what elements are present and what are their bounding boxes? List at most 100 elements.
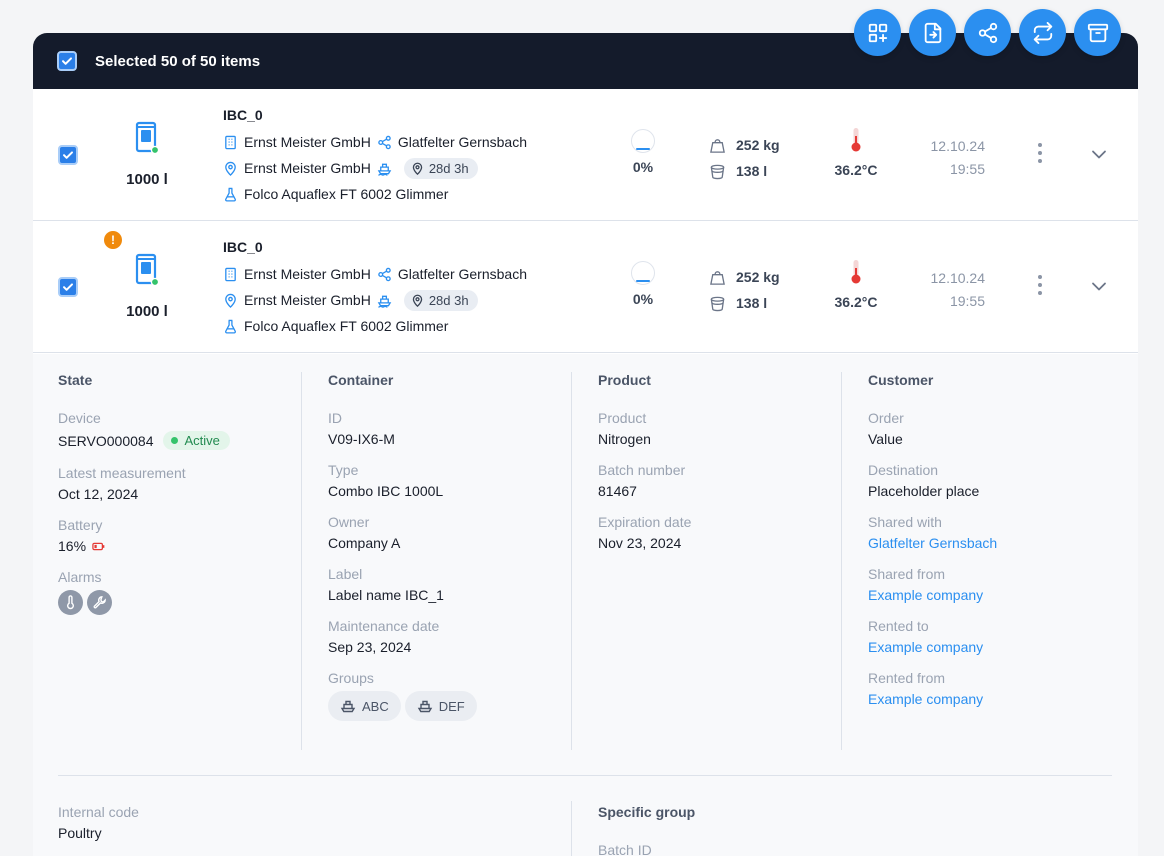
transfer-button[interactable] [1019,9,1066,56]
weight-volume: 252 kg 138 l [709,132,780,184]
container-list-panel: Selected 50 of 50 items 1000 l IBC_0 Ern… [33,33,1138,856]
weight-volume: 252 kg 138 l [709,264,780,316]
field-label: ID [328,410,342,426]
timestamp-date: 12.10.24 [930,138,986,154]
archive-icon [1087,23,1108,42]
weight-icon [710,138,725,153]
order-value: Value [868,431,903,447]
field-label: Rented from [868,670,946,686]
section-divider [58,775,1112,776]
field-label: Batch number [598,462,686,478]
section-heading: State [58,372,93,388]
building-icon [225,135,236,149]
share-button[interactable] [964,9,1011,56]
location-pin-icon [412,294,423,307]
section-heading: Customer [868,372,934,388]
fill-percentage: 0% [632,291,654,307]
section-heading: Container [328,372,394,388]
temperature-value: 36.2°C [834,162,878,178]
shared-with-link[interactable]: Glatfelter Gernsbach [868,535,998,551]
shared-with-name: Glatfelter Gernsbach [397,134,527,150]
more-options-icon[interactable] [1033,273,1047,297]
add-to-group-button[interactable] [854,9,901,56]
liquid-value: 138 l [736,295,768,311]
field-label: Groups [328,670,374,686]
state-section: State Device SERVO000084 Active Latest m… [58,372,298,630]
field-label: Order [868,410,904,426]
check-icon [63,151,73,159]
ibc-container-icon [135,253,160,287]
field-label: Rented to [868,618,929,634]
container-row[interactable]: 1000 l IBC_0 Ernst Meister GmbH Glatfelt… [33,89,1138,221]
row-checkbox[interactable] [58,145,78,165]
battery-low-icon [92,542,105,550]
weight-icon [710,270,725,285]
owner-name: Ernst Meister GmbH [244,134,371,150]
destination-value: Placeholder place [868,483,980,499]
flask-icon [225,187,236,202]
flask-icon [225,319,236,334]
field-label: Maintenance date [328,618,440,634]
column-divider [301,372,302,750]
container-name: IBC_0 [223,107,263,123]
thermometer-icon [851,260,861,284]
ship-icon [417,700,432,713]
share-icon [378,267,391,281]
field-label: Latest measurement [58,465,186,481]
product-name: Folco Aquaflex FT 6002 Glimmer [244,318,449,334]
field-label: Owner [328,514,370,530]
field-label: Shared from [868,566,946,582]
archive-button[interactable] [1074,9,1121,56]
container-info: IBC_0 Ernst Meister GmbH Glatfelter Gern… [223,239,527,339]
temperature: 36.2°C [823,127,889,178]
group-chip[interactable]: DEF [404,691,477,721]
container-name: IBC_0 [223,239,263,255]
column-divider [571,372,572,750]
specific-group-section: Specific group Batch ID [598,804,695,856]
group-chip[interactable]: ABC [328,691,401,721]
weight-value: 252 kg [736,137,780,153]
export-button[interactable] [909,9,956,56]
field-label: Shared with [868,514,942,530]
internal-code: Poultry [58,825,102,841]
location-duration: 28d 3h [428,160,469,176]
timestamp-time: 19:55 [949,161,985,177]
temperature: 36.2°C [823,259,889,310]
chevron-down-icon[interactable] [1090,145,1108,163]
location-pin-icon [225,293,236,308]
location-name: Ernst Meister GmbH [244,292,371,308]
section-heading: Specific group [598,804,696,820]
warning-badge: ! [104,231,122,249]
column-divider [571,801,572,856]
row-checkbox[interactable] [58,277,78,297]
temperature-alarm[interactable] [58,590,83,615]
container-section: Container ID V09-IX6-M Type Combo IBC 10… [328,372,568,736]
location-duration-pill: 28d 3h [403,157,478,179]
check-icon [63,283,73,291]
shared-from-link[interactable]: Example company [868,587,984,603]
container-info: IBC_0 Ernst Meister GmbH Glatfelter Gern… [223,107,527,207]
timestamp: 12.10.24 19:55 [913,267,986,313]
thermometer-icon [851,128,861,152]
battery-value: 16% [58,538,87,554]
rented-to-link[interactable]: Example company [868,639,984,655]
chevron-down-icon[interactable] [1090,277,1108,295]
rented-from-link[interactable]: Example company [868,691,984,707]
export-file-icon [924,22,941,43]
location-duration: 28d 3h [428,292,469,308]
timestamp-date: 12.10.24 [930,270,986,286]
section-heading: Product [598,372,651,388]
select-all-checkbox[interactable] [57,51,77,71]
container-row[interactable]: ! 1000 l IBC_0 Ernst Meister GmbH Glatfe… [33,221,1138,353]
wrench-icon [93,596,106,609]
liquid-value: 138 l [736,163,768,179]
bulk-actions [854,9,1121,56]
field-label: Internal code [58,804,139,820]
container-volume: 1000 l [126,171,168,188]
tamper-alarm[interactable] [87,590,112,615]
status-badge: Active [163,431,230,450]
group-label: DEF [438,698,465,714]
more-options-icon[interactable] [1033,141,1047,165]
thermometer-icon [67,595,74,610]
container-label: Label name IBC_1 [328,587,444,603]
